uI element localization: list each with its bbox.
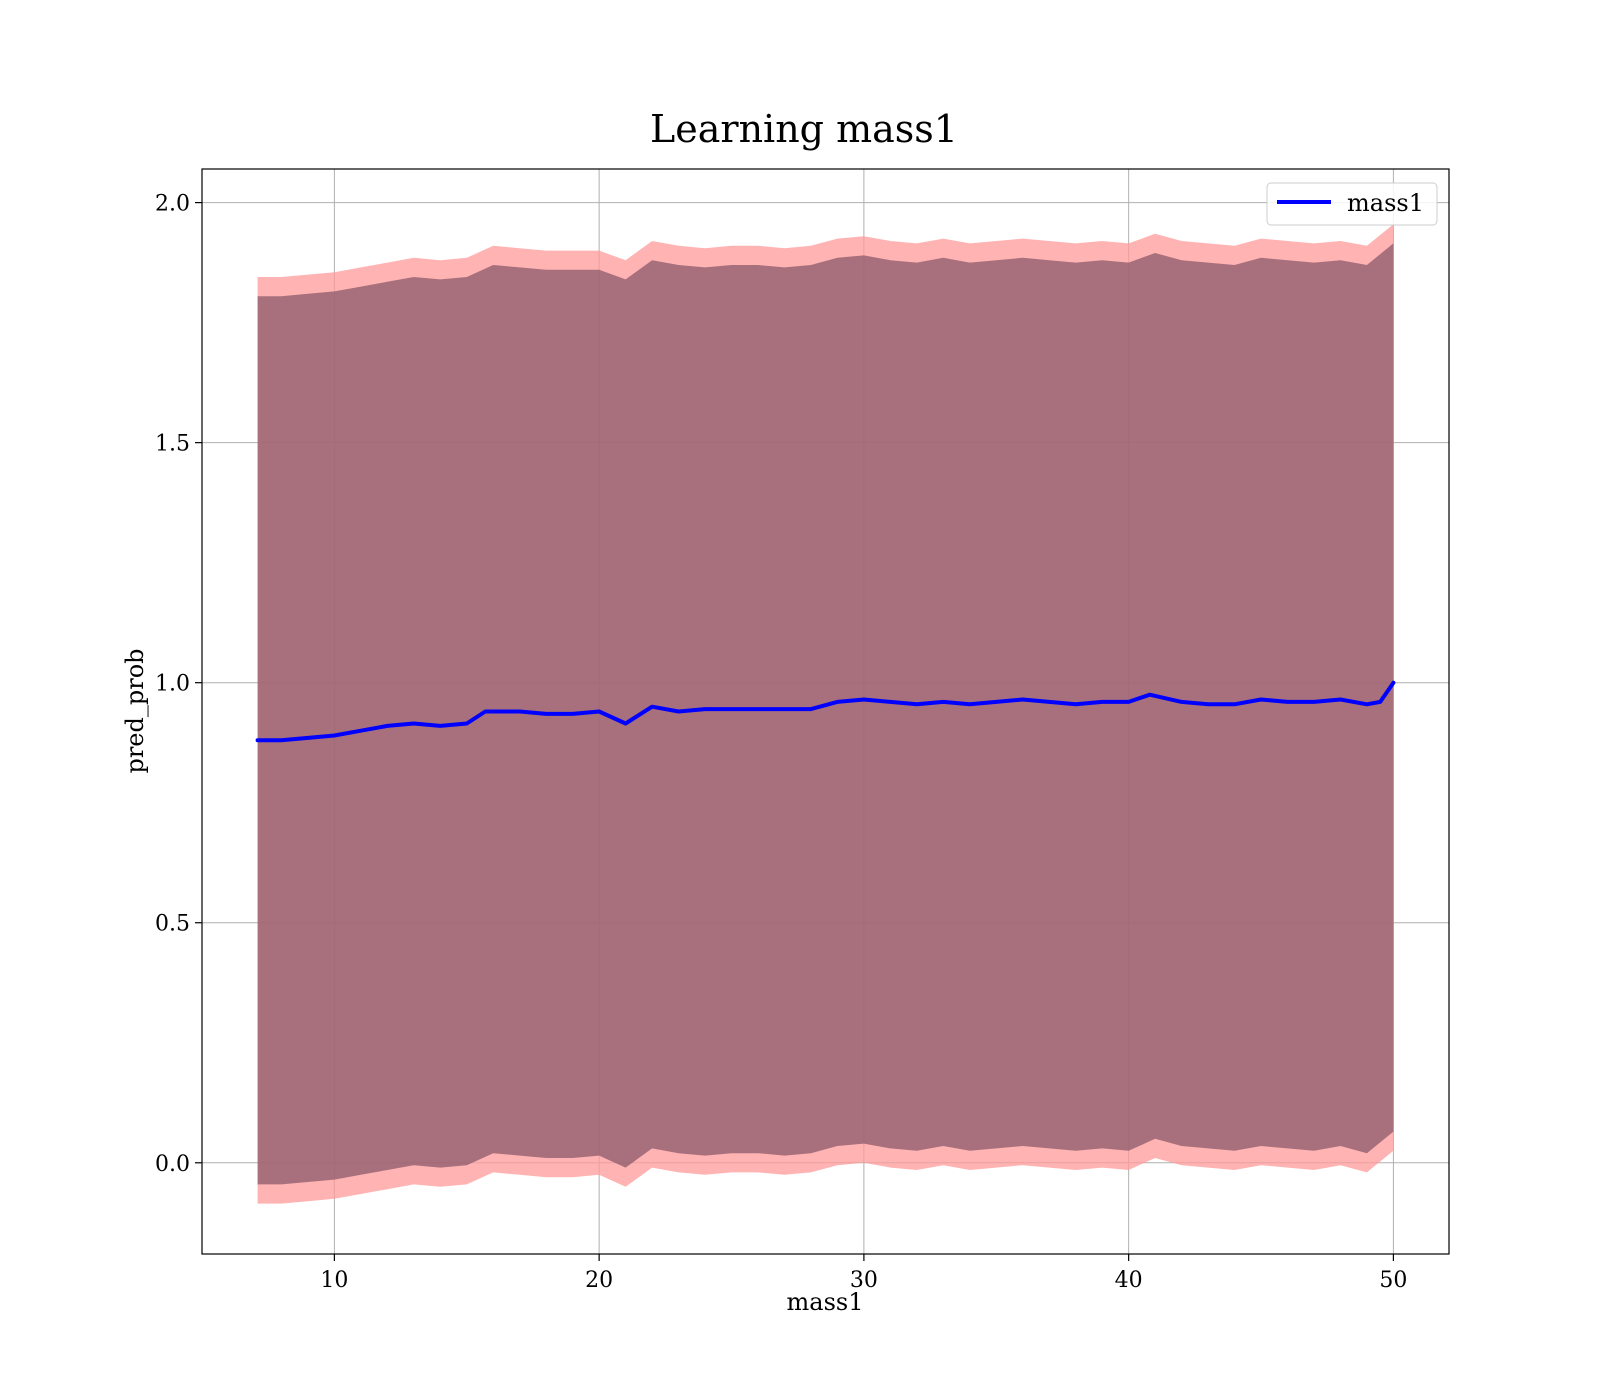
y-axis-label: pred_prob (121, 648, 149, 773)
y-tick-label: 1.5 (155, 432, 190, 457)
confidence-band-2 (257, 243, 1394, 1185)
x-tick-label: 30 (850, 1268, 878, 1293)
series-line-mass1 (255, 680, 1396, 743)
series-lines (255, 680, 1396, 743)
x-tick-label: 20 (585, 1268, 613, 1293)
x-tick-label: 10 (320, 1268, 348, 1293)
y-tick-label: 0.5 (155, 912, 190, 937)
y-axis-ticks: 0.0 0.5 1.0 1.5 2.0 (155, 192, 202, 1177)
x-axis-ticks: 10 20 30 40 50 (320, 1254, 1407, 1293)
y-tick-label: 1.0 (155, 672, 190, 697)
x-tick-label: 40 (1115, 1268, 1143, 1293)
legend-box (1266, 182, 1438, 226)
legend-label-mass1: mass1 (1347, 189, 1424, 217)
legend: mass1 (1266, 182, 1438, 226)
chart-title: Learning mass1 (650, 107, 958, 151)
confidence-bands (257, 224, 1394, 1204)
y-tick-label: 0.0 (155, 1152, 190, 1177)
plot-frame (201, 168, 1450, 1255)
x-axis-label: mass1 (787, 1288, 864, 1316)
x-tick-label: 50 (1379, 1268, 1407, 1293)
y-tick-label: 2.0 (155, 192, 190, 217)
